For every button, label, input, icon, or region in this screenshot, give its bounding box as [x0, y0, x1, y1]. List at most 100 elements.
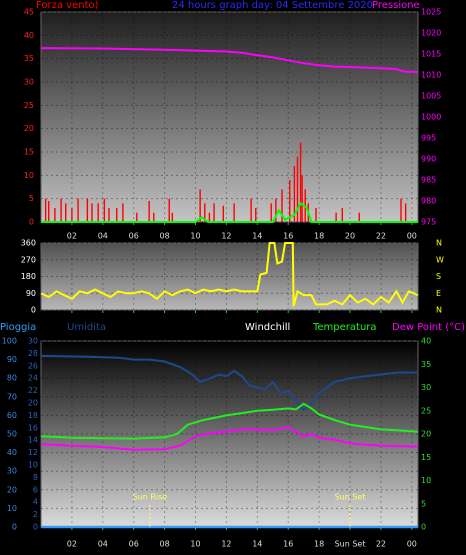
y2-tick-label: 30: [421, 383, 431, 392]
y2-tick-label: 25: [421, 406, 431, 415]
wind-bar: [208, 212, 211, 222]
wind-bar: [71, 208, 73, 222]
x-tick-label: 16: [283, 232, 293, 241]
y3-tick-label: 8: [33, 473, 38, 482]
y-tick-label: 270: [21, 255, 36, 264]
x-tick-label: 00: [407, 232, 417, 241]
y3-tick-label: 30: [28, 337, 38, 346]
y3-tick-label: 28: [28, 349, 38, 358]
y3-tick-label: 24: [28, 374, 38, 383]
x-tick-label: 18: [314, 232, 324, 241]
y2-tick-label: W: [436, 255, 444, 264]
y3-tick-label: 14: [28, 436, 38, 445]
y-tick-label: 40: [24, 31, 34, 40]
x-tick-label: 04: [98, 540, 108, 549]
legend-label: Pressione: [372, 0, 420, 11]
y2-tick-label: 5: [421, 499, 426, 508]
x-tick-label: 18: [314, 540, 324, 549]
wind-bar: [86, 198, 89, 222]
y-tick-label: 0: [31, 306, 36, 315]
wind-bar: [335, 212, 337, 222]
wind-bar: [153, 212, 155, 222]
wind-bar: [48, 201, 50, 222]
series-line: [40, 402, 419, 440]
y2-tick-label: 1015: [421, 50, 441, 59]
y2-tick-label: 995: [421, 134, 436, 143]
y2-tick-label: 35: [421, 360, 431, 369]
wind-bar: [270, 203, 272, 222]
wind-bar: [136, 212, 138, 222]
x-tick-label: 06: [129, 232, 139, 241]
y-tick-label: 360: [21, 239, 36, 248]
legend-label: Temperatura: [312, 322, 377, 333]
wind-bar: [77, 198, 79, 222]
y-tick-label: 20: [7, 485, 17, 494]
annotation: Sun Rise: [133, 493, 168, 502]
x-tick-label: Sun Set: [335, 540, 366, 549]
wind-bar: [233, 203, 235, 222]
x-tick-label: 10: [190, 540, 200, 549]
annotation: Sun Set: [335, 493, 366, 502]
y-tick-label: 20: [24, 124, 34, 133]
y2-tick-label: 15: [421, 453, 431, 462]
x-tick-label: 00: [407, 540, 417, 549]
y2-tick-label: 1000: [421, 113, 441, 122]
x-tick-label: 02: [67, 540, 77, 549]
wind-bar: [275, 198, 277, 222]
wind-bar: [341, 208, 343, 222]
x-tick-label: 12: [221, 540, 231, 549]
wind-bar: [148, 201, 150, 222]
y-tick-label: 90: [26, 289, 36, 298]
x-tick-label: 16: [283, 540, 293, 549]
wind-bar: [296, 156, 299, 222]
y3-tick-label: 20: [28, 399, 38, 408]
y-tick-label: 180: [21, 272, 36, 281]
y-tick-label: 35: [24, 54, 34, 63]
wind-bar: [168, 198, 170, 222]
y-tick-label: 30: [24, 78, 34, 87]
series-line: [41, 201, 418, 223]
y2-tick-label: S: [436, 272, 441, 281]
y-tick-label: 60: [7, 411, 17, 420]
y-tick-label: 15: [24, 148, 34, 157]
wind-bar: [108, 208, 110, 222]
y2-tick-label: 990: [421, 155, 436, 164]
x-tick-label: 04: [98, 232, 108, 241]
panel-temp-humidity: [40, 340, 419, 528]
wind-bar: [213, 203, 215, 222]
wind-bar: [44, 198, 47, 222]
y-tick-label: 10: [7, 504, 17, 513]
y2-tick-label: 10: [421, 476, 431, 485]
series-line: [40, 47, 419, 74]
wind-bar: [116, 208, 118, 222]
y2-tick-label: 0: [421, 523, 426, 532]
wind-bar: [91, 203, 93, 222]
y3-tick-label: 12: [28, 448, 38, 457]
y-tick-label: 30: [7, 467, 17, 476]
y2-tick-label: 975: [421, 218, 436, 227]
x-tick-label: 14: [252, 540, 262, 549]
y3-tick-label: 2: [33, 510, 38, 519]
y-tick-label: 90: [7, 355, 17, 364]
y-tick-label: 0: [12, 523, 17, 532]
x-tick-label: 14: [252, 232, 262, 241]
wind-bar: [358, 212, 360, 222]
wind-bar: [54, 208, 56, 222]
y-tick-label: 25: [24, 101, 34, 110]
wind-bar: [315, 208, 317, 222]
y2-tick-label: 20: [421, 430, 431, 439]
y2-tick-label: N: [436, 239, 442, 248]
y2-tick-label: 40: [421, 337, 431, 346]
wind-bar: [222, 205, 225, 222]
wind-bar: [97, 203, 99, 222]
wind-bar: [281, 189, 283, 222]
y-tick-label: 0: [29, 218, 34, 227]
legend-label: Dew Point (°C): [392, 322, 465, 333]
y2-tick-label: 1005: [421, 92, 441, 101]
x-tick-label: 10: [190, 232, 200, 241]
chart-title: 24 hours graph day: 04 Settembre 2020: [172, 0, 373, 11]
y-tick-label: 40: [7, 448, 17, 457]
y-tick-label: 50: [7, 430, 17, 439]
wind-bar: [289, 180, 291, 222]
